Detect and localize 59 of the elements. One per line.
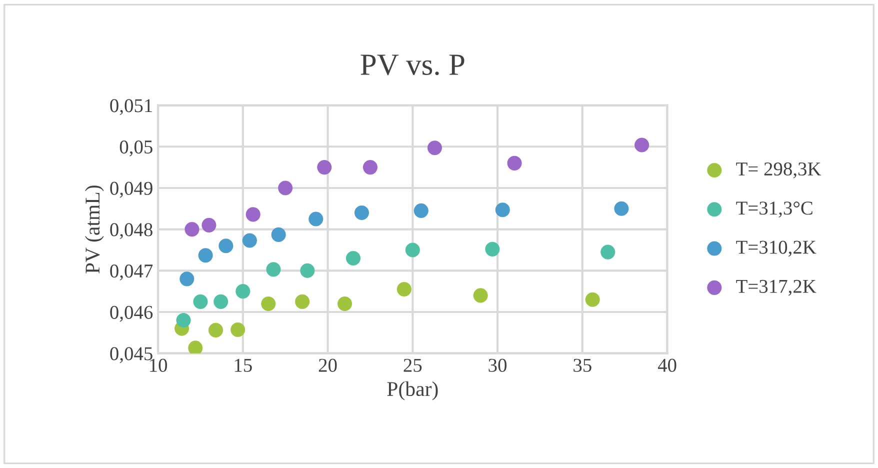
point [362,160,378,175]
point [278,180,293,196]
y-tick-label: 0,05 [120,140,152,156]
point [473,288,488,303]
point [495,202,510,218]
point [405,242,420,258]
point [184,222,200,237]
point [208,322,224,338]
point [193,294,208,309]
point [614,201,629,216]
x-tick-label: 25 [404,358,422,372]
y-tick-label: 0,045 [110,347,152,364]
point [634,138,650,152]
point [585,292,600,307]
point [218,238,234,254]
y-tick-label: 0,047 [110,264,153,280]
point [354,206,370,220]
x-tick-label: 10 [150,358,168,372]
point [180,272,194,286]
point [346,250,361,266]
x-tick-label: 15 [234,358,252,372]
point [308,212,324,226]
point [300,263,315,278]
point [396,282,412,297]
point [271,227,286,242]
chart-title: PV vs. P [360,54,464,76]
point [485,242,500,256]
x-tick-label: 40 [658,358,676,372]
point [188,340,203,354]
point [295,294,310,309]
point [600,244,616,260]
point [507,156,522,170]
legend-label: T=310,2K [736,240,816,257]
legend-label: T= 298,3K [736,162,822,178]
legend-label: T=317,2K [736,280,816,296]
y-tick-label: 0,049 [110,182,152,198]
point [176,312,191,328]
y-tick-label: 0,051 [110,99,152,116]
point [317,160,332,175]
point [337,296,352,312]
x-axis-title: P(bar) [387,381,438,400]
point [214,294,228,309]
point [202,218,216,232]
point [266,262,281,277]
point [198,248,213,263]
point [230,322,246,338]
point [242,233,257,248]
legend-label: T=31,3°C [736,202,812,218]
y-tick-label: 0,046 [110,306,153,322]
point [414,203,428,218]
point [236,284,250,299]
y-tick-label: 0,048 [110,223,152,240]
x-tick-label: 30 [488,358,507,372]
x-tick-label: 20 [318,358,337,372]
point [246,207,260,222]
x-tick-label: 35 [574,358,592,372]
point [427,140,442,156]
point [261,296,276,312]
y-axis-title: PV (atmL) [84,186,104,274]
